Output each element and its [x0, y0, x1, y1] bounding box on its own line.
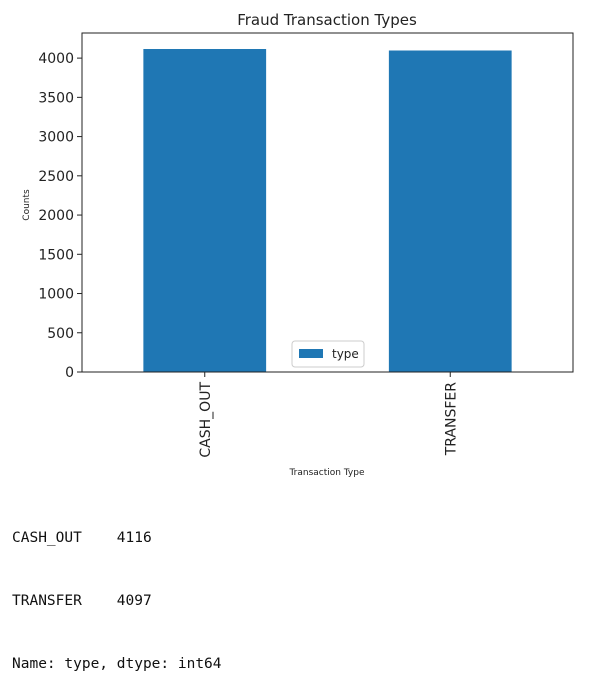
bar — [388, 50, 512, 373]
legend: type — [291, 340, 365, 368]
y-tick-label: 3000 — [38, 130, 74, 146]
y-tick-label: 500 — [47, 326, 74, 342]
x-axis: CASH_OUT TRANSFER — [198, 372, 459, 458]
output-line: TRANSFER 4097 — [12, 593, 152, 609]
y-tick-label: 1000 — [38, 287, 74, 303]
chart: Fraud Transaction Types 0 500 1000 1500 2000… — [22, 11, 574, 478]
legend-swatch — [299, 349, 323, 358]
plot-frame — [81, 32, 574, 373]
output-line: CASH_OUT 4116 — [12, 530, 152, 546]
y-tick-label: 4000 — [38, 51, 74, 67]
bars — [143, 49, 512, 373]
x-axis-label: Transaction Type — [288, 468, 364, 478]
bar — [143, 49, 267, 373]
chart-title: Fraud Transaction Types — [237, 11, 417, 29]
y-tick-label: 2000 — [38, 208, 74, 224]
y-tick-label: 1500 — [38, 247, 74, 263]
output-line: Name: type, dtype: int64 — [12, 656, 222, 672]
y-axis-label: Counts — [22, 189, 32, 221]
y-axis: 0 500 1000 1500 2000 2500 3000 3500 4000 — [38, 51, 82, 381]
legend-label: type — [332, 347, 359, 361]
y-tick-label: 0 — [65, 365, 74, 381]
legend-box — [291, 340, 365, 368]
x-tick-label: CASH_OUT — [198, 382, 214, 458]
cell-output: CASH_OUT 4116 TRANSFER 4097 Name: type, … — [12, 486, 222, 696]
y-tick-label: 3500 — [38, 90, 74, 106]
y-tick-label: 2500 — [38, 169, 74, 185]
x-tick-label: TRANSFER — [443, 382, 459, 457]
